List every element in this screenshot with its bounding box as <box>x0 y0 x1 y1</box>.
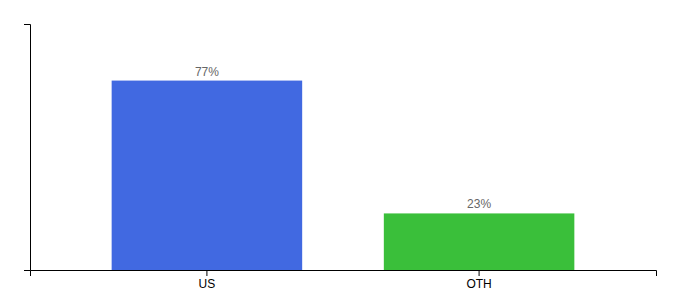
x-tick-mark <box>206 270 207 276</box>
data-label: 23% <box>467 197 491 211</box>
chart: US OTH 77% 23% <box>0 0 680 300</box>
bars <box>112 81 575 270</box>
x-tick-label: OTH <box>466 277 491 291</box>
data-labels: 77% 23% <box>195 65 492 212</box>
plot-area: US OTH 77% 23% <box>24 25 657 291</box>
x-tick: US <box>199 270 216 291</box>
data-label: 77% <box>195 65 219 79</box>
bar <box>384 213 575 270</box>
x-axis-line <box>31 271 657 277</box>
y-axis-line <box>24 25 31 271</box>
x-tick: OTH <box>466 270 491 291</box>
x-tick-mark <box>479 270 480 276</box>
x-tick-label: US <box>199 277 216 291</box>
x-axis: US OTH <box>31 270 657 291</box>
bar <box>112 81 303 270</box>
y-axis <box>24 25 31 271</box>
